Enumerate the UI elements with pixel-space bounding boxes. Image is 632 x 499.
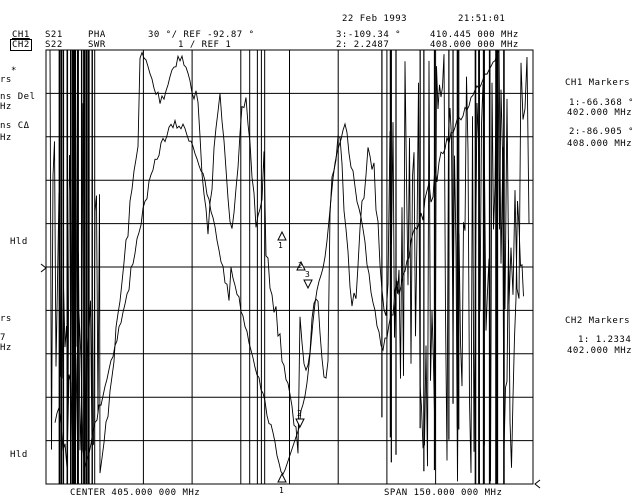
marker-number: 1 [278, 241, 284, 250]
ch1-phase-trace [49, 49, 524, 482]
ch1-param: S21 [45, 30, 63, 40]
marker-triangle [277, 472, 287, 483]
active-marker-value-2: 2: 2.2487 [336, 40, 390, 50]
softkey-fragment[interactable]: Hz [0, 133, 12, 143]
softkey-fragment[interactable]: ns CΔ [0, 121, 30, 131]
span-frequency: SPAN 150.000 000 MHz [384, 488, 503, 498]
ch2-format: SWR [88, 40, 106, 50]
softkey-fragment[interactable]: rs [0, 75, 12, 85]
ch1-marker1-value: 1:-66.368 ° [569, 98, 632, 108]
softkey-fragment[interactable]: Hz [0, 343, 12, 353]
hold-label: Hld [10, 450, 28, 460]
marker-triangle [295, 418, 305, 429]
active-marker-freq-1: 410.445 000 MHz [430, 30, 519, 40]
time-label: 21:51:01 [458, 14, 506, 24]
active-marker-value-1: 3:-109.34 ° [336, 30, 402, 40]
ch1-marker2-freq: 408.000 MHz [567, 139, 632, 149]
ch2-swr-trace [54, 49, 530, 476]
ch2-param: S22 [45, 40, 63, 50]
ch1-marker2-value: 2:-86.905 ° [569, 127, 632, 137]
ref-pointer-left [40, 263, 47, 273]
marker-number: 2 [297, 409, 303, 418]
graticule [45, 49, 534, 485]
ch2-marker1-freq: 402.000 MHz [567, 346, 632, 356]
traces [49, 49, 530, 484]
ch1-markers-title: CH1 Markers [565, 78, 631, 88]
softkey-fragment[interactable]: 7 [0, 333, 6, 343]
center-frequency: CENTER 405.000 000 MHz [70, 488, 201, 498]
marker-number: 3 [305, 270, 311, 279]
marker-triangle [296, 260, 306, 271]
marker-number: 2 [298, 261, 304, 270]
softkey-fragment[interactable]: * [11, 66, 17, 76]
date-label: 22 Feb 1993 [342, 14, 408, 24]
ch2-markers-title: CH2 Markers [565, 316, 631, 326]
hold-label: Hld [10, 237, 28, 247]
marker-triangle [303, 279, 313, 290]
marker-triangle [277, 230, 287, 241]
softkey-fragment[interactable]: ns Del [0, 92, 36, 102]
ref-pointer-right [534, 479, 541, 489]
ch1-marker1-freq: 402.000 MHz [567, 108, 632, 118]
ch1-label[interactable]: CH1 [12, 30, 30, 40]
active-marker-freq-2: 408.000 000 MHz [430, 40, 519, 50]
reference-markers [40, 263, 541, 489]
ch1-format: PHA [88, 30, 106, 40]
softkey-fragment[interactable]: Hz [0, 102, 12, 112]
softkey-fragment[interactable]: rs [0, 314, 12, 324]
ch2-scale: 1 / REF 1 [178, 40, 232, 50]
marker-symbols [277, 230, 313, 483]
ch1-scale: 30 °/ REF -92.87 ° [148, 30, 255, 40]
ch2-marker1-value: 1: 1.2334 [578, 335, 632, 345]
ch2-label[interactable]: CH2 [10, 39, 32, 51]
marker-number: 1 [279, 486, 285, 495]
